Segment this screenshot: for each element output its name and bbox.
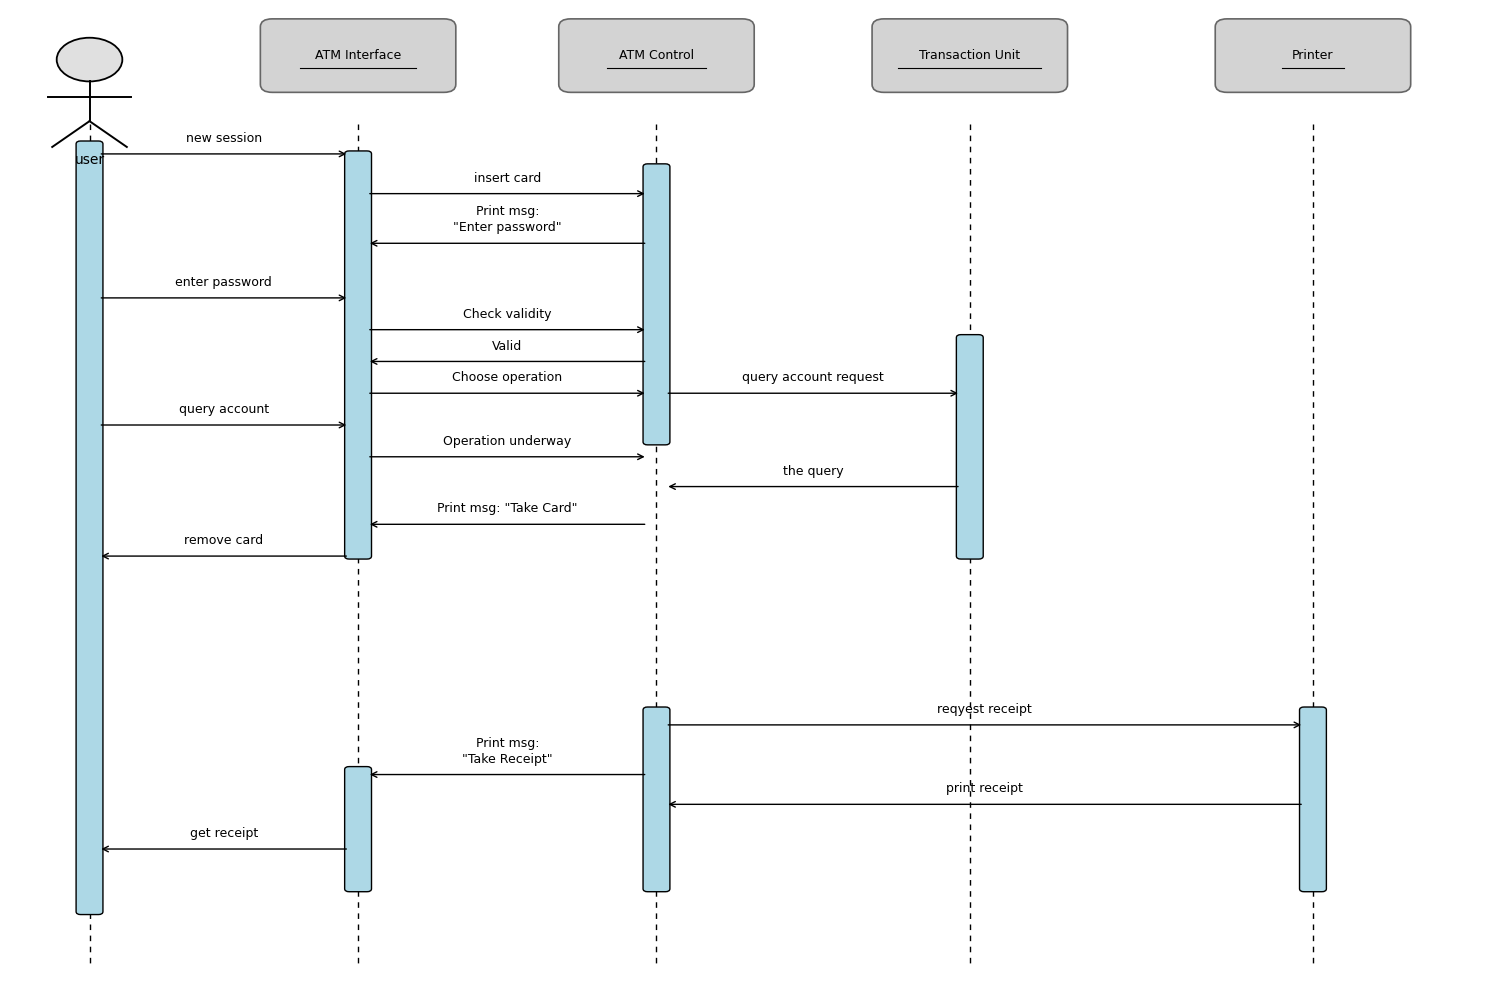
FancyBboxPatch shape — [345, 767, 372, 892]
FancyBboxPatch shape — [1300, 707, 1326, 892]
Text: reqyest receipt: reqyest receipt — [937, 703, 1032, 716]
Text: Print msg:
"Enter password": Print msg: "Enter password" — [454, 206, 561, 234]
Text: Printer: Printer — [1292, 49, 1334, 63]
Text: enter password: enter password — [176, 276, 272, 289]
Text: new session: new session — [185, 132, 263, 145]
Text: Check validity: Check validity — [463, 308, 552, 321]
Text: get receipt: get receipt — [189, 827, 258, 840]
Text: insert card: insert card — [473, 172, 542, 185]
Text: Choose operation: Choose operation — [452, 371, 562, 384]
Text: Transaction Unit: Transaction Unit — [919, 49, 1021, 63]
FancyBboxPatch shape — [260, 19, 457, 92]
Text: Valid: Valid — [492, 340, 522, 353]
Text: query account request: query account request — [742, 371, 885, 384]
Text: Print msg: "Take Card": Print msg: "Take Card" — [437, 502, 577, 515]
FancyBboxPatch shape — [956, 335, 983, 559]
FancyBboxPatch shape — [871, 19, 1068, 92]
Text: query account: query account — [179, 403, 269, 416]
Text: user: user — [75, 153, 104, 167]
Text: the query: the query — [783, 465, 843, 478]
Text: ATM Control: ATM Control — [619, 49, 694, 63]
Text: remove card: remove card — [184, 534, 264, 547]
FancyBboxPatch shape — [643, 707, 670, 892]
Circle shape — [57, 38, 122, 81]
Text: print receipt: print receipt — [946, 782, 1024, 795]
Text: ATM Interface: ATM Interface — [315, 49, 401, 63]
FancyBboxPatch shape — [558, 19, 755, 92]
FancyBboxPatch shape — [643, 164, 670, 445]
Text: Print msg:
"Take Receipt": Print msg: "Take Receipt" — [463, 737, 552, 766]
FancyBboxPatch shape — [1214, 19, 1411, 92]
Text: Operation underway: Operation underway — [443, 435, 571, 448]
FancyBboxPatch shape — [345, 151, 372, 559]
FancyBboxPatch shape — [76, 141, 103, 915]
